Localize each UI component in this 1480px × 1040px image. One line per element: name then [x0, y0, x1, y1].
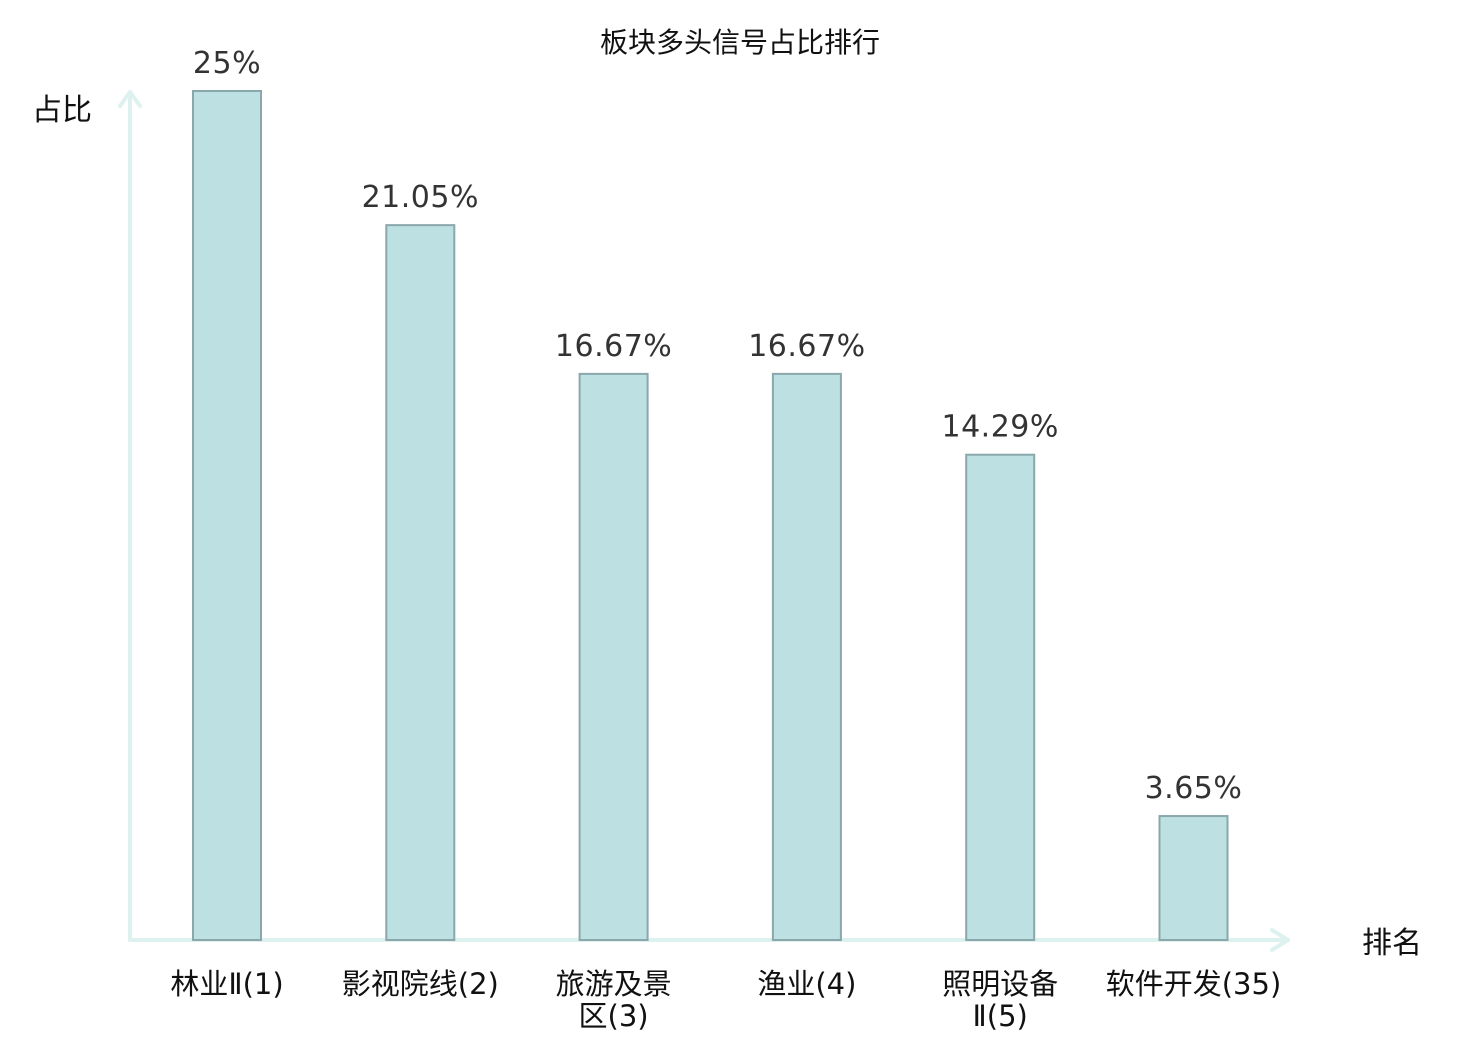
category-label-line: 林业Ⅱ(1)	[170, 967, 283, 1001]
value-label-1: 25%	[193, 46, 261, 81]
category-label-3: 旅游及景区(3)	[556, 967, 672, 1033]
category-label-line: Ⅱ(5)	[973, 999, 1028, 1033]
x-axis	[128, 928, 1290, 952]
bar-2	[385, 224, 456, 941]
value-labels-group: 25% 21.05% 16.67% 16.67% 14.29% 3.65%	[193, 46, 1243, 806]
category-labels-group: 林业Ⅱ(1) 影视院线(2) 旅游及景区(3) 渔业(4) 照明设备 Ⅱ(5) 软件开发(3…	[170, 967, 1281, 1033]
category-label-line: 渔业(4)	[757, 967, 856, 1001]
category-label-line: 影视院线(2)	[342, 967, 499, 1001]
value-label-5: 14.29%	[942, 410, 1059, 445]
bar-1	[192, 90, 262, 941]
value-label-2: 21.05%	[362, 180, 479, 215]
y-axis	[118, 90, 142, 942]
category-label-line: 软件开发(35)	[1106, 967, 1282, 1001]
x-axis-label: 排名	[1362, 926, 1422, 961]
value-label-4: 16.67%	[748, 329, 865, 364]
y-axis-label: 占比	[32, 93, 92, 128]
category-label-line: 旅游及景	[556, 967, 672, 1001]
category-label-5: 照明设备 Ⅱ(5)	[942, 967, 1058, 1033]
category-label-4: 渔业(4)	[757, 967, 856, 1001]
category-label-2: 影视院线(2)	[342, 967, 499, 1001]
bar-6	[1158, 815, 1229, 942]
chart-title: 板块多头信号占比排行	[600, 26, 880, 59]
bar-4	[771, 372, 842, 942]
bars-group	[192, 90, 1229, 942]
value-label-3: 16.67%	[555, 329, 672, 364]
category-label-line: 照明设备	[942, 967, 1058, 1001]
category-label-6: 软件开发(35)	[1106, 967, 1282, 1001]
bar-5	[965, 453, 1036, 941]
category-label-line: 区(3)	[579, 999, 649, 1033]
bar-3	[578, 372, 649, 942]
value-label-6: 3.65%	[1145, 771, 1243, 806]
category-label-1: 林业Ⅱ(1)	[170, 967, 283, 1001]
